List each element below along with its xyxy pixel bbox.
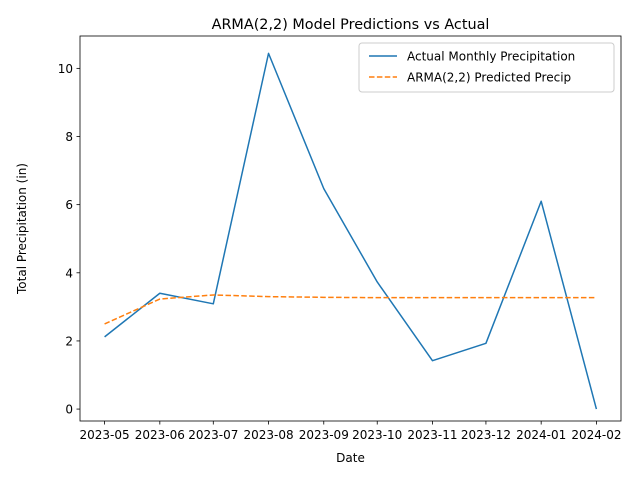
x-tick-label: 2023-08 [243,428,293,442]
y-axis-ticks: 0 2 4 6 8 10 [58,62,80,417]
legend: Actual Monthly Precipitation ARMA(2,2) Pr… [358,42,615,93]
x-tick-label: 2023-11 [407,428,457,442]
x-tick-label: 2023-05 [80,428,130,442]
series-line-predicted [104,294,597,325]
x-tick-label: 2023-07 [188,428,238,442]
y-tick-label: 0 [65,403,73,417]
x-tick-label: 2023-06 [135,428,185,442]
y-tick-label: 6 [65,198,73,212]
x-tick-label: 2023-09 [299,428,349,442]
legend-label: Actual Monthly Precipitation [407,50,575,64]
plot-area [79,35,622,422]
y-tick-label: 4 [65,266,73,280]
x-axis-label: Date [336,451,365,465]
y-axis-label: Total Precipitation (in) [15,163,29,295]
y-tick-label: 8 [65,130,73,144]
x-tick-label: 2023-10 [352,428,402,442]
y-tick-label: 10 [58,62,73,76]
y-tick-label: 2 [65,334,73,348]
x-tick-label: 2024-02 [571,428,621,442]
series-layer [104,52,598,410]
x-tick-label: 2023-12 [461,428,511,442]
x-tick-label: 2024-01 [516,428,566,442]
legend-box [358,42,615,93]
legend-label: ARMA(2,2) Predicted Precip [407,71,571,85]
x-axis-ticks: 2023-05 2023-06 2023-07 2023-08 2023-09 2023-… [80,421,621,442]
chart-title: ARMA(2,2) Model Predictions vs Actual [212,17,490,33]
series-line-actual [104,52,598,410]
